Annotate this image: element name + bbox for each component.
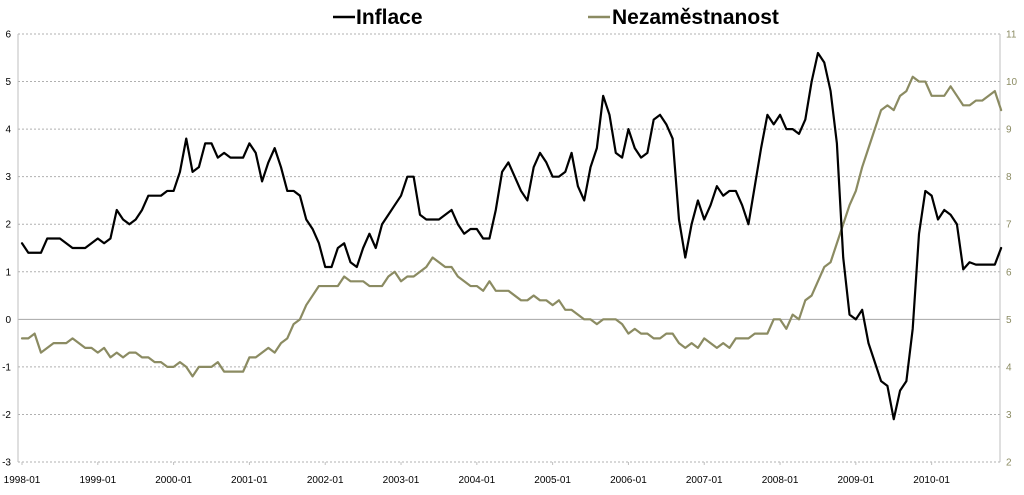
legend-item-nezamestnanost: Nezaměstnanost [588, 6, 779, 29]
x-tick-label: 1999-01 [79, 475, 116, 486]
x-tick-label: 2002-01 [307, 475, 344, 486]
series-line-inflace [20, 51, 1003, 421]
legend-item-inflace: Inflace [333, 6, 423, 29]
right-tick-label: 4 [1006, 362, 1012, 373]
right-tick-label: 2 [1006, 458, 1012, 469]
legend-label-inflace: Inflace [356, 6, 423, 29]
legend-label-nezamestnanost: Nezaměstnanost [612, 6, 779, 29]
x-tick-label: 2007-01 [686, 475, 723, 486]
x-axis-ticks: 1998-01 1999-01 2000-01 2001-01 2002-01 2003-… [4, 462, 950, 486]
x-tick-label: 2005-01 [534, 475, 571, 486]
left-axis-ticks: -3 -2 -1 0 1 2 3 4 5 6 [2, 30, 11, 469]
x-tick-label: 2010-01 [913, 475, 950, 486]
left-tick-label: 1 [5, 267, 11, 278]
left-tick-label: 2 [5, 220, 11, 231]
right-tick-label: 3 [1006, 410, 1012, 421]
right-tick-label: 6 [1006, 267, 1012, 278]
series-layer [20, 51, 1003, 421]
left-tick-label: -2 [2, 410, 11, 421]
left-tick-label: -1 [2, 362, 11, 373]
right-tick-label: 5 [1006, 315, 1012, 326]
left-tick-label: 6 [5, 30, 11, 41]
gridlines [18, 33, 1000, 463]
series-line-nezamestnanost [20, 75, 1003, 378]
right-tick-label: 8 [1006, 172, 1012, 183]
x-tick-label: 2000-01 [155, 475, 192, 486]
right-tick-label: 9 [1006, 125, 1012, 136]
right-tick-label: 11 [1006, 30, 1017, 41]
x-tick-label: 1998-01 [4, 475, 41, 486]
x-tick-label: 2006-01 [610, 475, 647, 486]
left-tick-label: 4 [5, 125, 11, 136]
right-tick-label: 7 [1006, 220, 1012, 231]
x-tick-label: 2008-01 [762, 475, 799, 486]
x-tick-label: 2001-01 [231, 475, 268, 486]
right-tick-label: 10 [1006, 77, 1018, 88]
left-tick-label: 3 [5, 172, 11, 183]
x-tick-label: 2003-01 [383, 475, 420, 486]
legend: Inflace Nezaměstnanost [333, 6, 779, 29]
right-axis-ticks: 2 3 4 5 6 7 8 9 10 11 [1006, 30, 1018, 469]
x-tick-label: 2004-01 [458, 475, 495, 486]
x-tick-label: 2009-01 [837, 475, 874, 486]
left-tick-label: -3 [2, 458, 11, 469]
left-tick-label: 5 [5, 77, 11, 88]
left-tick-label: 0 [5, 315, 11, 326]
